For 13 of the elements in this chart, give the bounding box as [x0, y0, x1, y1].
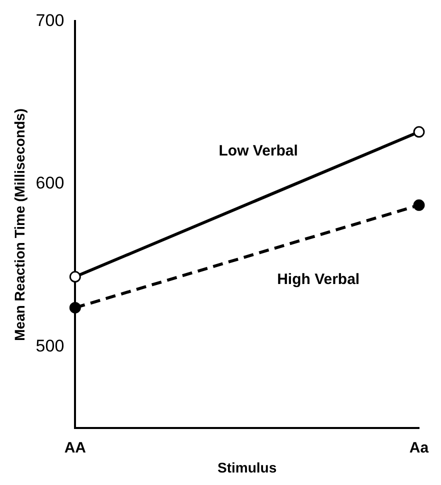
y-tick-label: 600 [36, 174, 64, 193]
x-tick-label: Aa [409, 439, 430, 456]
x-axis-title: Stimulus [218, 459, 277, 476]
series-label: High Verbal [277, 270, 360, 288]
y-tick-label: 500 [36, 336, 64, 356]
point [413, 199, 425, 211]
point [413, 126, 425, 138]
series-label: Low Verbal [218, 142, 298, 160]
x-tick-label: AA [64, 439, 86, 456]
point [69, 302, 81, 314]
point [69, 271, 81, 283]
y-axis-title: Mean Reaction Time (Milliseconds) [11, 108, 28, 341]
y-tick-label: 700 [36, 10, 64, 30]
